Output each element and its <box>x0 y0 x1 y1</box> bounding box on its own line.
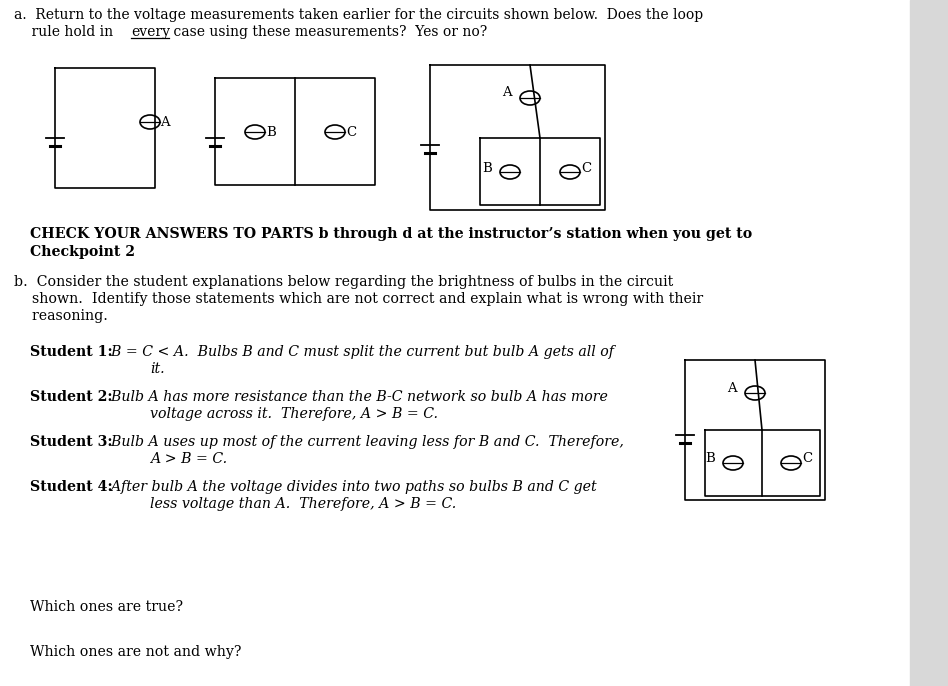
Text: C: C <box>802 451 812 464</box>
Text: B = C < A.  Bulbs B and C must split the current but bulb A gets all of: B = C < A. Bulbs B and C must split the … <box>102 345 614 359</box>
Text: Which ones are not and why?: Which ones are not and why? <box>30 645 242 659</box>
Text: reasoning.: reasoning. <box>14 309 108 323</box>
Text: rule hold in: rule hold in <box>14 25 118 39</box>
Text: Student 1:: Student 1: <box>30 345 113 359</box>
Text: Student 3:: Student 3: <box>30 435 113 449</box>
Text: Bulb A has more resistance than the B-C network so bulb A has more: Bulb A has more resistance than the B-C … <box>102 390 608 404</box>
Text: Bulb A uses up most of the current leaving less for B and C.  Therefore,: Bulb A uses up most of the current leavi… <box>102 435 624 449</box>
Text: A: A <box>160 115 170 128</box>
Text: b.  Consider the student explanations below regarding the brightness of bulbs in: b. Consider the student explanations bel… <box>14 275 673 289</box>
Bar <box>910 0 948 686</box>
Text: it.: it. <box>150 362 165 376</box>
Text: every: every <box>131 25 170 39</box>
Text: A: A <box>727 381 737 394</box>
Text: A: A <box>502 86 512 99</box>
Text: Student 2:: Student 2: <box>30 390 113 404</box>
Text: C: C <box>346 126 356 139</box>
Text: shown.  Identify those statements which are not correct and explain what is wron: shown. Identify those statements which a… <box>14 292 703 306</box>
Text: voltage across it.  Therefore, A > B = C.: voltage across it. Therefore, A > B = C. <box>150 407 438 421</box>
Text: Student 4:: Student 4: <box>30 480 113 494</box>
Text: B: B <box>705 451 715 464</box>
Text: Which ones are true?: Which ones are true? <box>30 600 183 614</box>
Text: B: B <box>482 161 492 174</box>
Text: CHECK YOUR ANSWERS TO PARTS b through d at the instructor’s station when you get: CHECK YOUR ANSWERS TO PARTS b through d … <box>30 227 753 241</box>
Text: case using these measurements?  Yes or no?: case using these measurements? Yes or no… <box>169 25 487 39</box>
Text: C: C <box>581 161 592 174</box>
Text: Checkpoint 2: Checkpoint 2 <box>30 245 135 259</box>
Text: A > B = C.: A > B = C. <box>150 452 228 466</box>
Text: After bulb A the voltage divides into two paths so bulbs B and C get: After bulb A the voltage divides into tw… <box>102 480 596 494</box>
Text: B: B <box>266 126 276 139</box>
Text: a.  Return to the voltage measurements taken earlier for the circuits shown belo: a. Return to the voltage measurements ta… <box>14 8 703 22</box>
Text: less voltage than A.  Therefore, A > B = C.: less voltage than A. Therefore, A > B = … <box>150 497 456 511</box>
